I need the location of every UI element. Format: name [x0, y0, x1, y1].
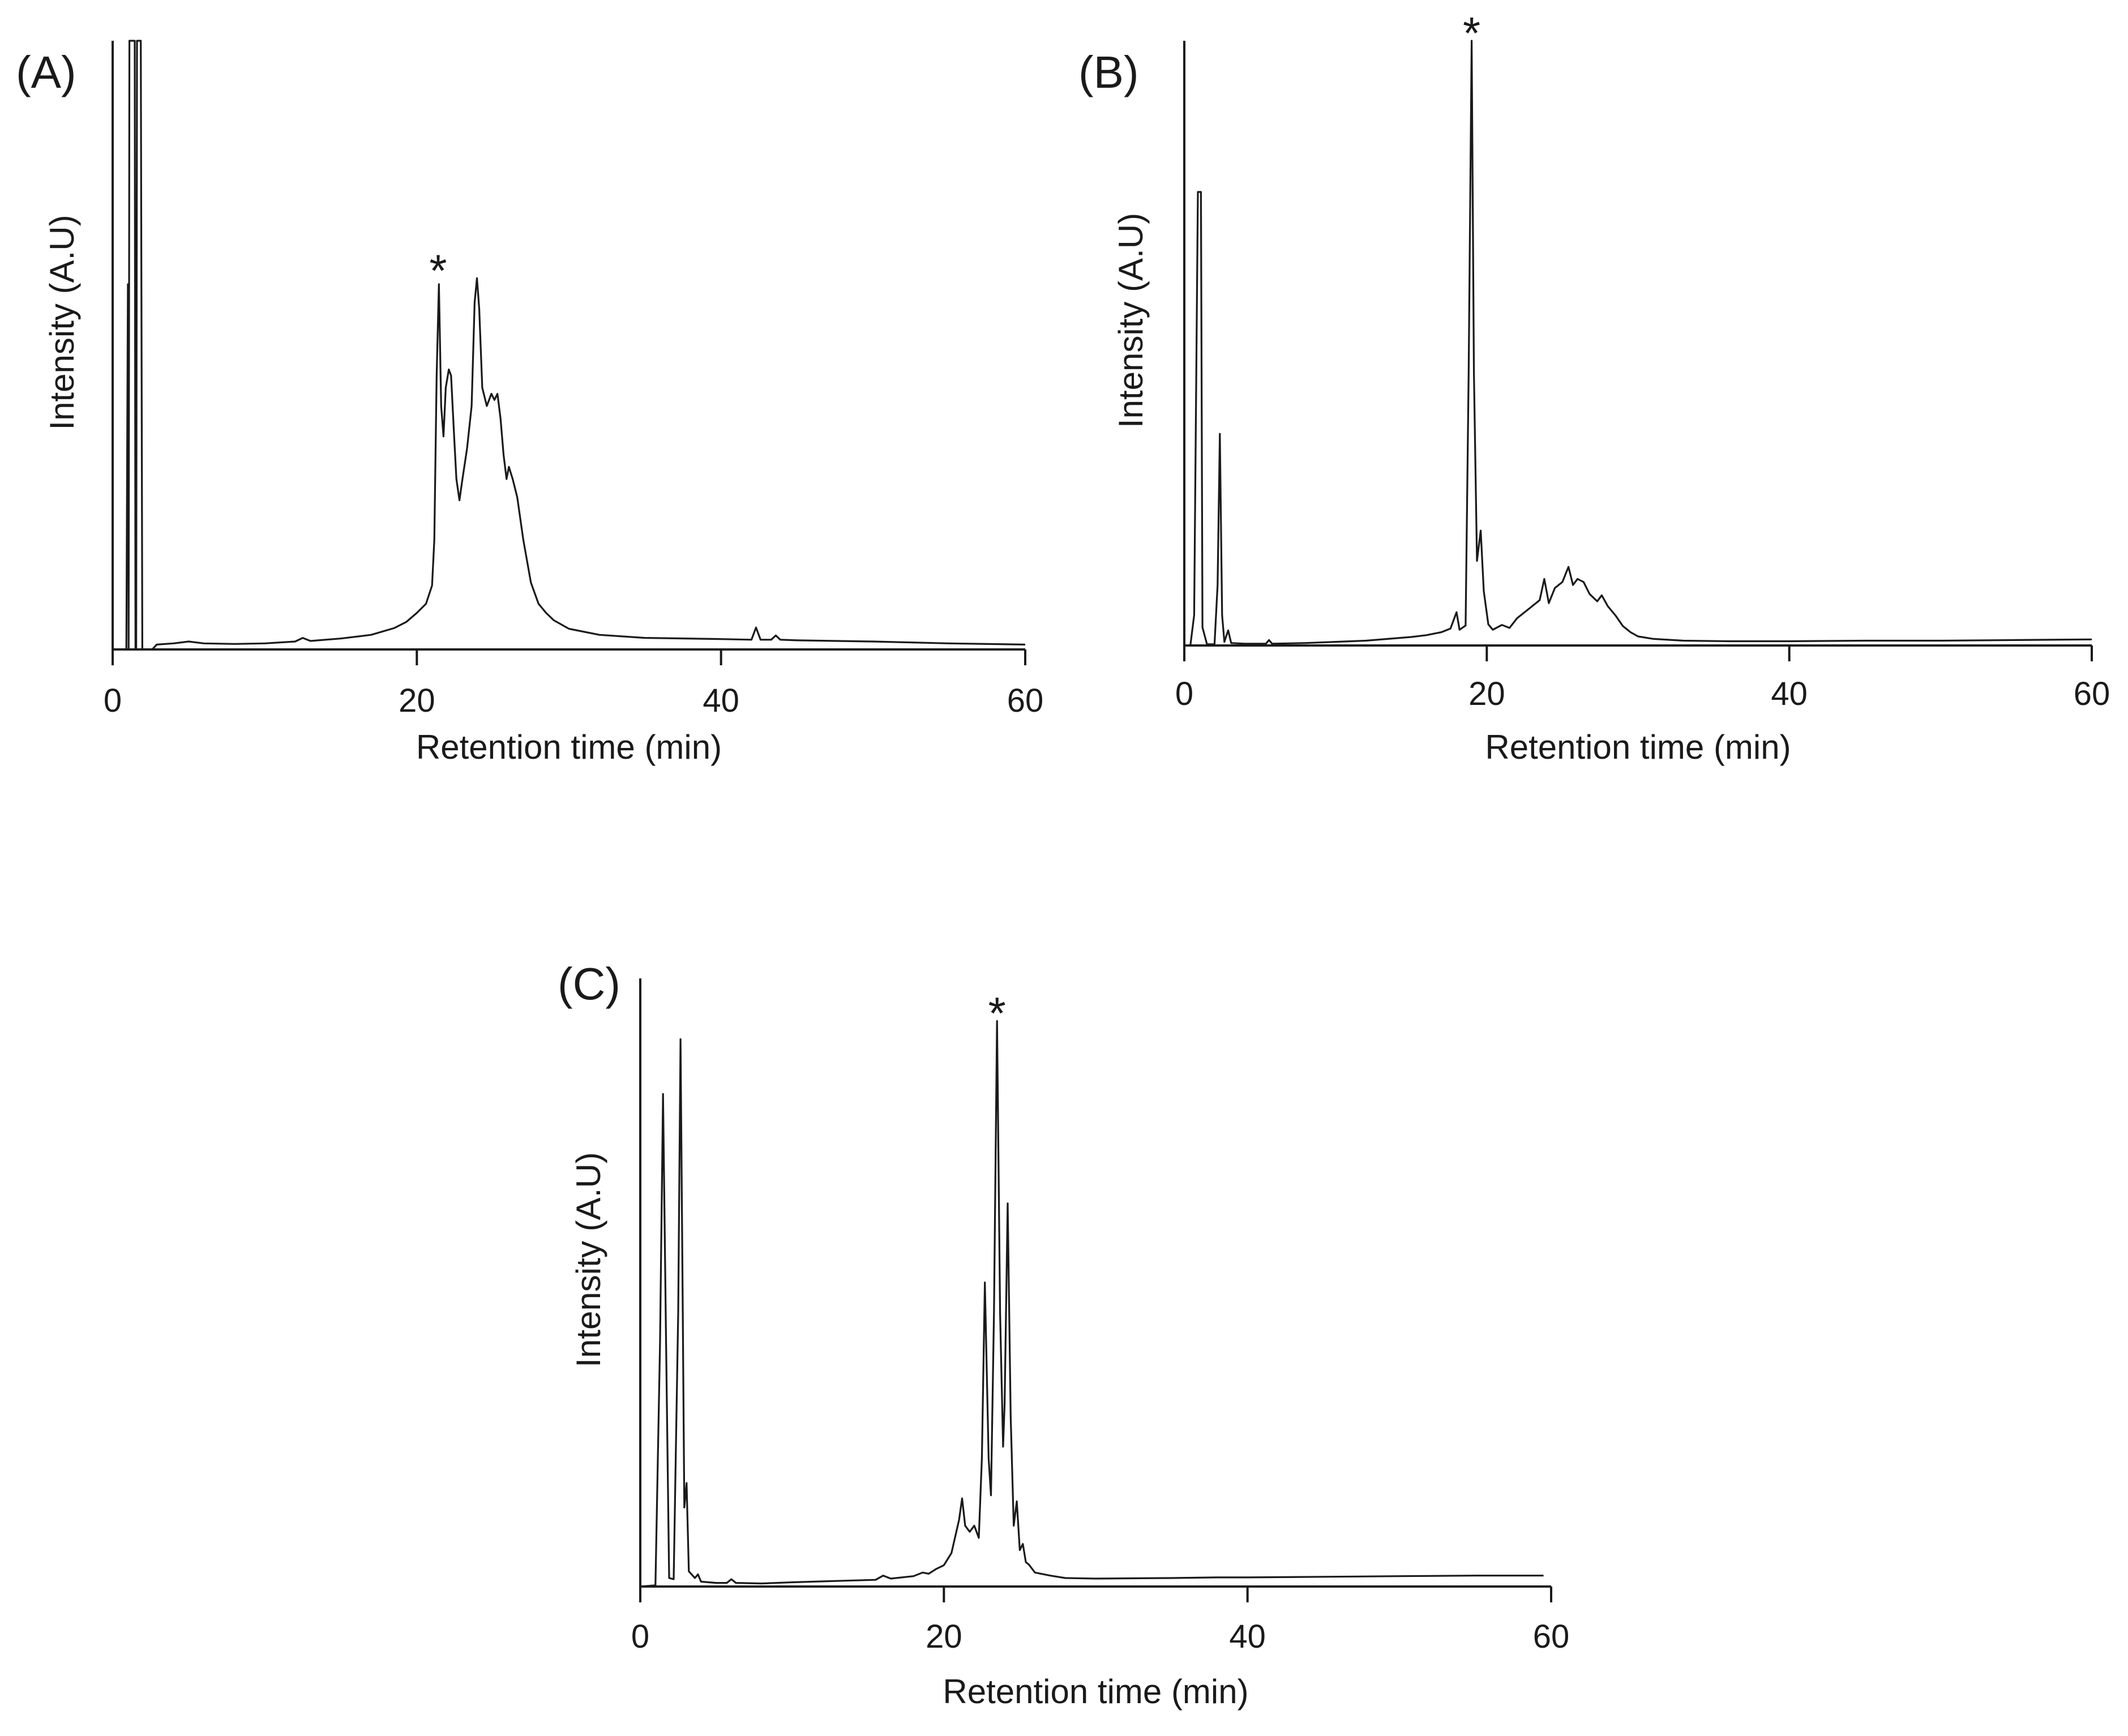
x-axis-label: Retention time (min)	[1485, 728, 1791, 766]
peak-asterisk: *	[429, 245, 447, 296]
x-tick-label: 0	[631, 1618, 649, 1655]
x-tick-label: 20	[926, 1618, 962, 1655]
panel-label-c: (C)	[558, 959, 620, 1009]
panel-label-b: (B)	[1078, 47, 1139, 97]
peak-asterisk: *	[1463, 8, 1480, 58]
x-axis-label: Retention time (min)	[943, 1673, 1248, 1711]
x-tick-label: 20	[399, 682, 435, 719]
chromatogram-trace-c	[640, 1020, 1544, 1588]
x-tick-label: 60	[2074, 675, 2110, 712]
x-tick-label: 0	[104, 682, 122, 719]
y-axis-label: Intensity (A.U)	[1112, 213, 1150, 428]
x-tick-label: 60	[1533, 1618, 1570, 1655]
y-axis-label: Intensity (A.U)	[43, 215, 81, 430]
x-tick-label: 40	[1229, 1618, 1266, 1655]
chart-panel-a: (A) 0 20 40 60 Retention time (min) Intensity …	[16, 40, 1044, 766]
chromatogram-trace-b	[1184, 40, 2092, 647]
panel-label-a: (A)	[16, 47, 76, 97]
peak-asterisk: *	[988, 988, 1006, 1038]
x-tick-label: 40	[1771, 675, 1808, 712]
chart-panel-c: (C) 0 20 40 60 Retention time (min) Intensity …	[558, 959, 1569, 1711]
x-tick-label: 60	[1007, 682, 1044, 719]
x-tick-label: 40	[703, 682, 739, 719]
x-tick-label: 20	[1468, 675, 1505, 712]
chart-panel-b: (B) 0 20 40 60 Retention time (min) Intensity …	[1078, 8, 2110, 766]
chromatogram-trace-a	[113, 40, 1026, 651]
y-axis-label: Intensity (A.U)	[570, 1152, 607, 1367]
x-axis-label: Retention time (min)	[416, 728, 722, 766]
x-tick-label: 0	[1175, 675, 1193, 712]
